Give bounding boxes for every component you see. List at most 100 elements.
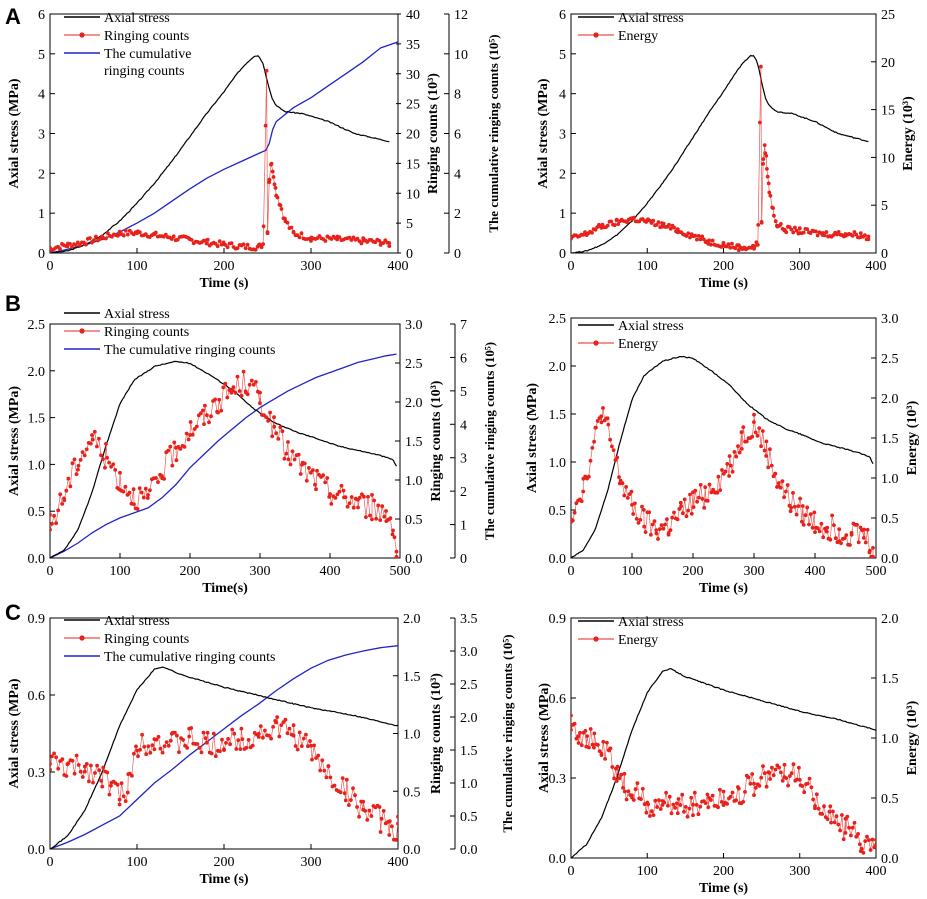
event-point: [844, 533, 849, 537]
event-point: [245, 392, 250, 397]
event-point: [733, 246, 738, 251]
event-point: [601, 406, 605, 410]
event-point: [351, 505, 356, 510]
plot-area: [571, 667, 876, 858]
event-point: [76, 463, 81, 468]
event-point: [700, 234, 705, 239]
event-point: [121, 233, 126, 238]
event-point: [364, 515, 368, 519]
event-point: [741, 800, 746, 804]
event-point: [84, 242, 88, 247]
event-point: [752, 412, 756, 417]
legend-label-line: Axial stress: [618, 615, 684, 630]
event-point: [131, 487, 136, 492]
plot-area: [50, 645, 398, 849]
y-tick-label: 8: [454, 88, 461, 103]
event-point: [822, 804, 826, 809]
event-point: [590, 742, 595, 747]
event-point: [614, 779, 619, 783]
event-point: [198, 411, 203, 416]
event-point: [670, 515, 675, 520]
legend-label-line: Axial stress: [618, 11, 684, 26]
event-point: [287, 726, 292, 731]
x-tick-label: 200: [214, 855, 235, 870]
event-point: [163, 232, 168, 237]
event-point: [329, 502, 334, 506]
event-point: [807, 776, 812, 781]
event-point: [784, 489, 788, 494]
x-tick-label: 300: [301, 259, 322, 274]
event-point: [658, 807, 663, 811]
event-point: [755, 243, 760, 247]
event-point: [370, 517, 374, 522]
event-point: [791, 230, 796, 235]
axial-stress-line: [571, 667, 876, 858]
event-point: [137, 486, 142, 491]
event-point: [125, 790, 130, 795]
event-point: [634, 517, 639, 521]
event-point: [605, 740, 609, 745]
event-point: [62, 498, 67, 503]
event-point: [351, 786, 355, 791]
y-tick-label: 1.5: [28, 412, 46, 427]
event-point: [838, 828, 842, 833]
event-point: [207, 420, 211, 425]
event-point: [244, 745, 249, 750]
event-point: [727, 474, 731, 478]
event-point: [390, 532, 395, 537]
event-point: [173, 730, 177, 735]
event-point: [862, 527, 866, 532]
legend-swatch-events-dot: [593, 340, 599, 346]
event-point: [807, 522, 811, 527]
event-point: [617, 776, 622, 781]
event-point: [140, 732, 145, 737]
event-point: [192, 427, 197, 431]
event-point: [91, 780, 95, 785]
event-point: [277, 734, 282, 739]
event-point: [797, 778, 802, 782]
x-tick-label: 100: [127, 855, 148, 870]
event-point: [370, 493, 374, 497]
event-point: [856, 540, 861, 545]
event-point: [686, 231, 691, 236]
legend-label: Axial stress: [104, 11, 170, 26]
event-point: [221, 385, 226, 390]
event-point: [695, 237, 699, 242]
y-tick-label: 4: [454, 167, 461, 182]
event-point: [599, 420, 604, 425]
event-point: [343, 495, 348, 500]
event-point: [90, 437, 95, 442]
event-point: [50, 762, 52, 766]
event-point: [115, 782, 120, 787]
event-point: [359, 241, 364, 246]
y-tick-label: 2.5: [549, 312, 567, 327]
event-point: [786, 783, 790, 788]
x-axis-label: Time (s): [699, 276, 748, 291]
event-point: [672, 225, 677, 230]
event-point: [592, 439, 596, 444]
event-point: [771, 206, 775, 211]
event-point: [734, 454, 739, 459]
event-point: [258, 401, 262, 405]
event-point: [691, 813, 695, 818]
chart-panel-b-energy: 0 100 200 300 400 500 Time (s) 0.0 0.5 1.0 1.5 2.0 2…: [525, 312, 920, 596]
chart-panel-c: 0 100 200 300 400 Time (s) 0.0 0.3 0.6 0.9 Axial s…: [5, 600, 515, 887]
y-tick-label: 6: [454, 128, 461, 143]
event-point: [854, 834, 859, 839]
event-point: [797, 226, 802, 231]
x-tick-label: 400: [866, 259, 887, 274]
event-point: [825, 525, 830, 530]
event-point: [70, 758, 75, 763]
event-point: [356, 505, 360, 510]
event-point: [811, 797, 816, 802]
event-point: [171, 234, 176, 239]
y-tick-label: 35: [406, 38, 420, 53]
y-tick-label: 2.0: [403, 612, 421, 627]
event-point: [599, 753, 604, 757]
y-tick-label: 20: [881, 56, 895, 71]
x-tick-label: 0: [568, 259, 575, 274]
event-point: [60, 757, 65, 762]
y-tick-label: 5: [460, 385, 467, 400]
event-point: [797, 765, 801, 770]
event-point: [259, 245, 264, 250]
